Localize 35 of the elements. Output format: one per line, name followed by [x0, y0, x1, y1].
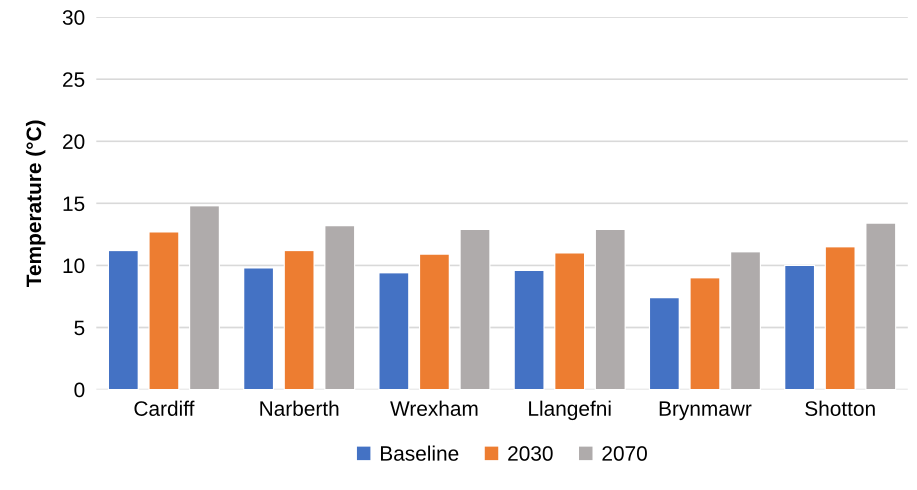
bar [148, 231, 180, 390]
bar [554, 252, 586, 390]
y-tick-label: 20 [63, 134, 84, 150]
bar [460, 228, 490, 390]
legend-label: 2070 [602, 446, 647, 461]
legend-label: Baseline [381, 446, 458, 461]
bar [865, 222, 896, 390]
y-tick-label: 10 [64, 258, 84, 274]
bar [189, 205, 220, 390]
bar [418, 254, 450, 390]
y-tick-label: 15 [64, 196, 84, 212]
y-tick-label: 5 [74, 320, 84, 336]
y-tick-label: 25 [63, 72, 84, 87]
bar [594, 228, 626, 390]
bar [514, 270, 545, 390]
bar [730, 251, 761, 390]
x-tick-label: Wrexham [390, 400, 478, 416]
x-tick-label: Shotton [805, 400, 875, 416]
bar [378, 272, 410, 390]
bar [324, 225, 356, 390]
x-tick-label: Narberth [260, 400, 338, 416]
bar [690, 277, 720, 390]
bar [648, 297, 680, 390]
y-tick-label: 30 [62, 10, 84, 25]
bar [108, 250, 139, 390]
x-tick-label: Brynmawr [660, 401, 752, 420]
legend-label: 2030 [508, 446, 553, 461]
x-tick-label: Cardiff [134, 400, 194, 416]
bar [243, 267, 274, 390]
x-tick-label: Llangefni [529, 400, 611, 420]
bar [824, 246, 856, 390]
bar [784, 264, 816, 390]
y-tick-label: 0 [74, 382, 84, 398]
y-axis-title: Temperature (°C) [26, 120, 46, 287]
bar [284, 250, 315, 390]
